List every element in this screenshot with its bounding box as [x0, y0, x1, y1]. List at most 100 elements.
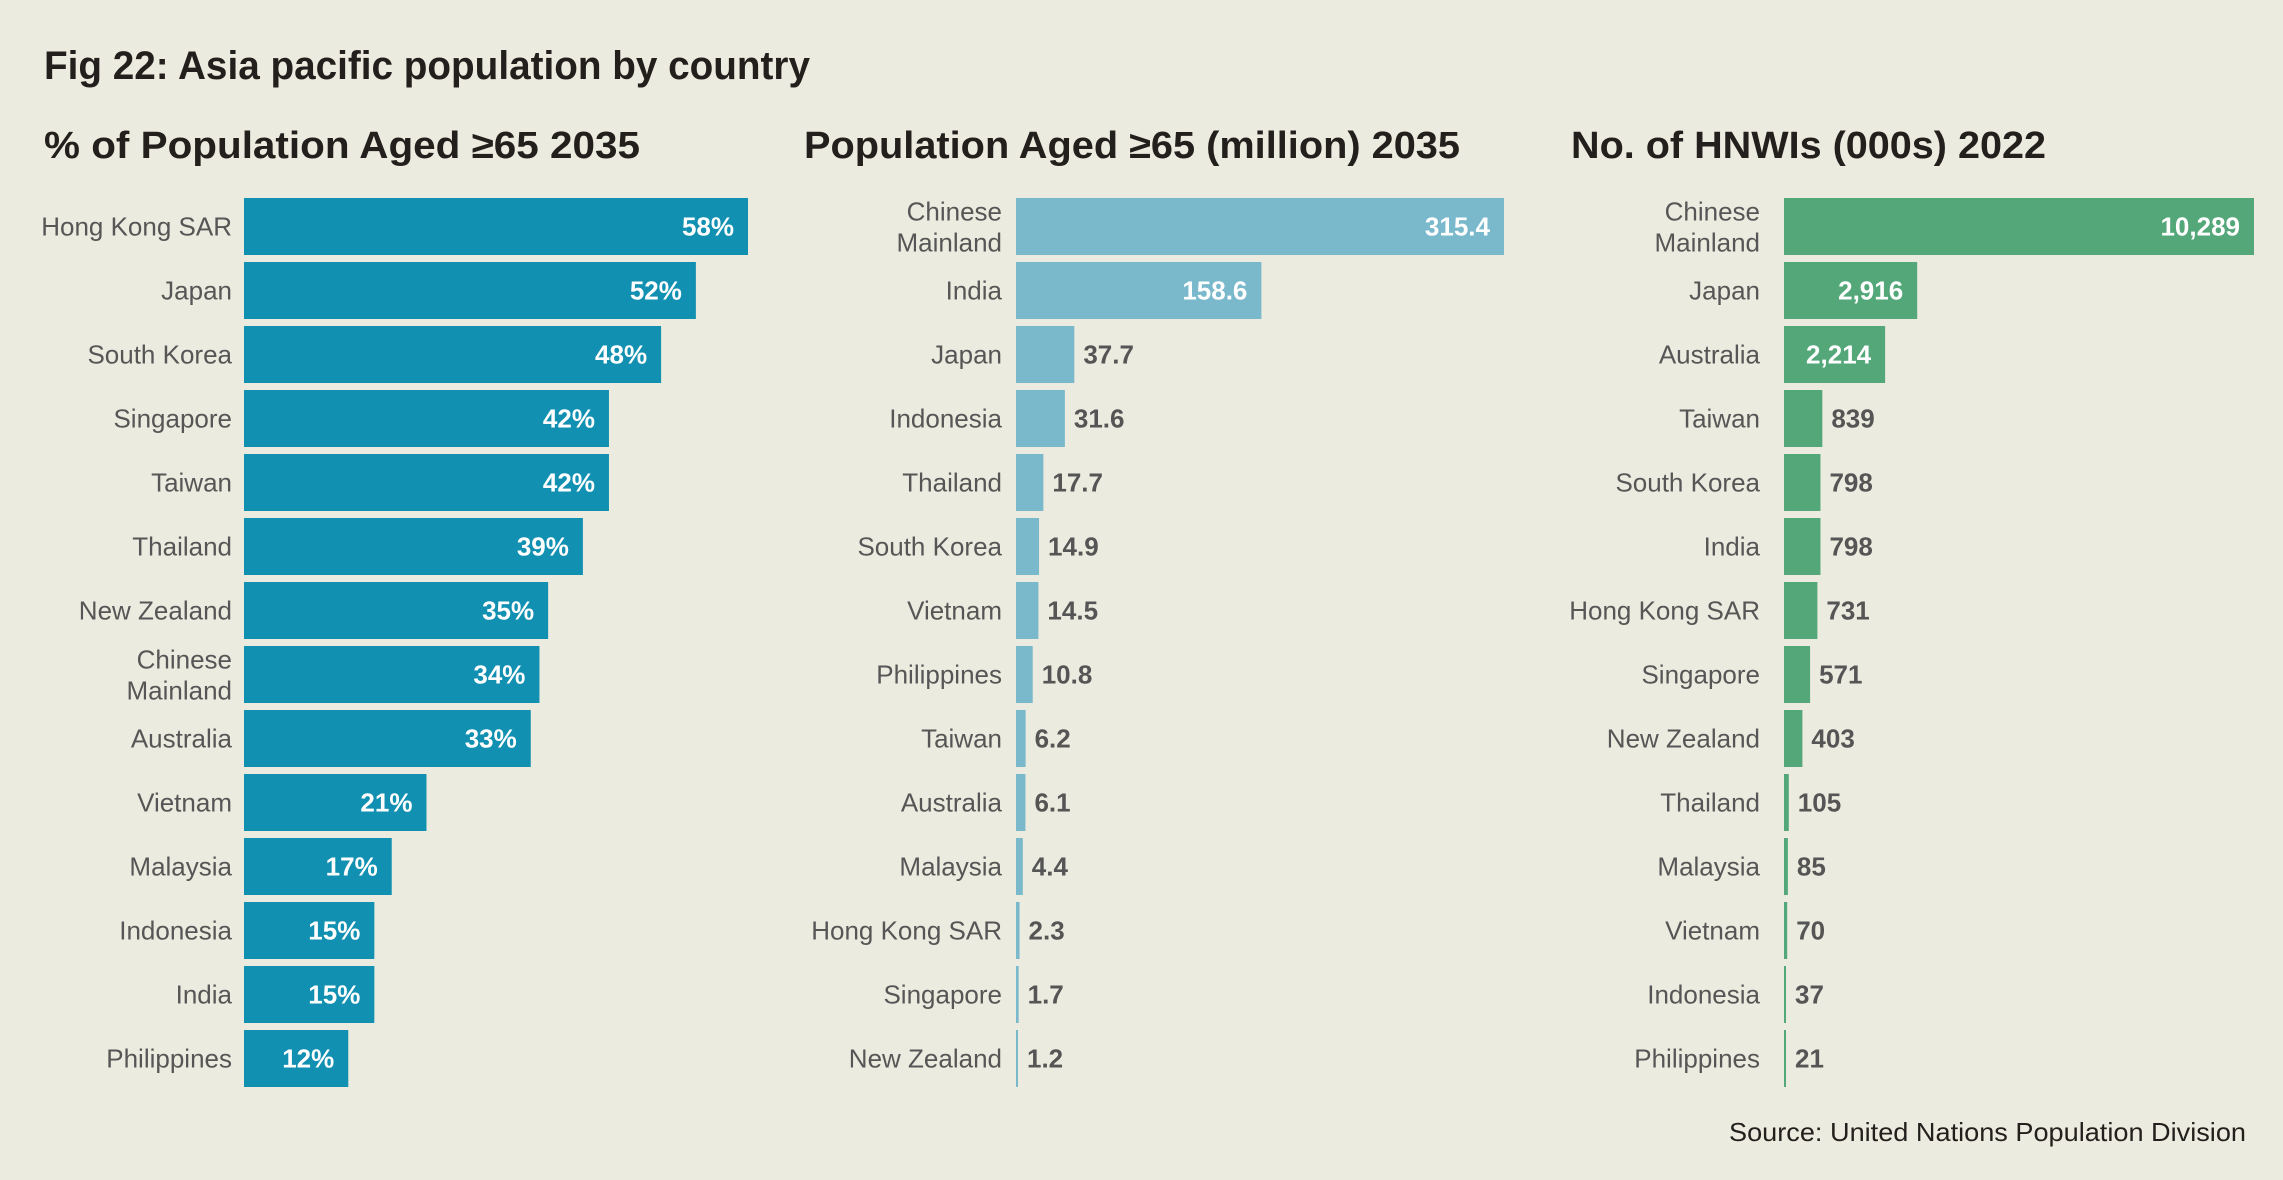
bar-row: Taiwan 839: [1679, 390, 1875, 447]
bar-row: Vietnam 21%: [137, 774, 427, 831]
bar: [244, 262, 696, 319]
bar: [244, 454, 609, 511]
bar: [1784, 326, 1886, 383]
bar: [1016, 518, 1040, 575]
bar-row: Australia 33%: [131, 710, 531, 767]
bar: [244, 902, 375, 959]
value-label: 12%: [282, 1044, 334, 1074]
chart-title: No. of HNWIs (000s) 2022: [1571, 125, 2046, 167]
category-label: Chinese: [1665, 197, 1760, 227]
bar-row: India 158.6: [946, 262, 1262, 319]
bar-row: New Zealand 403: [1607, 710, 1855, 767]
bar-row: Malaysia 4.4: [899, 838, 1068, 895]
bar: [1016, 646, 1033, 703]
category-label: Malaysia: [1657, 852, 1760, 882]
chart-hnwis: No. of HNWIs (000s) 2022 ChineseMainland…: [1569, 125, 2254, 1087]
value-label: 39%: [517, 532, 569, 562]
value-label: 52%: [630, 276, 682, 306]
value-label: 2,916: [1838, 276, 1903, 306]
value-label: 15%: [308, 916, 360, 946]
bar: [1016, 966, 1019, 1023]
bar-row: Indonesia 37: [1647, 966, 1824, 1023]
category-label: South Korea: [1615, 468, 1760, 498]
chart-population-aged-65: Population Aged ≥65 (million) 2035 Chine…: [804, 125, 1504, 1087]
value-label: 1.2: [1027, 1044, 1063, 1074]
value-label: 42%: [543, 468, 595, 498]
value-label: 6.1: [1034, 788, 1070, 818]
bar: [244, 774, 427, 831]
value-label: 34%: [473, 660, 525, 690]
category-label: Japan: [161, 276, 232, 306]
value-label: 2.3: [1029, 916, 1065, 946]
bar-row: Japan 52%: [161, 262, 696, 319]
category-label: Taiwan: [1679, 404, 1760, 434]
category-label: Malaysia: [129, 852, 232, 882]
value-label: 10.8: [1042, 660, 1093, 690]
value-label: 2,214: [1806, 340, 1872, 370]
value-label: 37.7: [1083, 340, 1134, 370]
bar: [244, 390, 609, 447]
bar: [1784, 198, 2254, 255]
bar: [1016, 198, 1504, 255]
category-label: New Zealand: [1607, 724, 1760, 754]
bar-row: India 798: [1704, 518, 1873, 575]
value-label: 17%: [326, 852, 378, 882]
value-label: 315.4: [1425, 212, 1491, 242]
bar-row: New Zealand 1.2: [849, 1030, 1063, 1087]
bar: [244, 198, 748, 255]
bar: [244, 646, 540, 703]
bar: [1784, 902, 1788, 959]
bar: [1016, 262, 1262, 319]
bar-row: South Korea 48%: [87, 326, 662, 383]
category-label: Philippines: [876, 660, 1002, 690]
bar: [244, 966, 375, 1023]
value-label: 35%: [482, 596, 534, 626]
category-label: Taiwan: [151, 468, 232, 498]
category-label: Philippines: [1634, 1044, 1760, 1074]
bar-row: Japan 2,916: [1689, 262, 1918, 319]
bar: [1016, 774, 1026, 831]
value-label: 37: [1795, 980, 1824, 1010]
category-label: Malaysia: [899, 852, 1002, 882]
category-label: South Korea: [87, 340, 232, 370]
bar: [1784, 646, 1811, 703]
bar-row: Japan 37.7: [931, 326, 1134, 383]
value-label: 105: [1798, 788, 1841, 818]
category-label: Thailand: [1660, 788, 1760, 818]
bar-row: New Zealand 35%: [79, 582, 549, 639]
category-label: Mainland: [896, 228, 1002, 258]
bar: [1784, 774, 1789, 831]
figure-title: Fig 22: Asia pacific population by count…: [44, 44, 811, 88]
category-label: Hong Kong SAR: [1569, 596, 1760, 626]
bar-row: Philippines 12%: [106, 1030, 349, 1087]
category-label: Chinese: [137, 645, 232, 675]
bar: [1016, 390, 1065, 447]
category-label: Australia: [901, 788, 1003, 818]
bar-row: Singapore 1.7: [883, 966, 1064, 1023]
value-label: 42%: [543, 404, 595, 434]
bar: [1784, 1030, 1786, 1087]
category-label: Indonesia: [889, 404, 1002, 434]
bar-row: South Korea 798: [1615, 454, 1873, 511]
bar: [244, 518, 583, 575]
value-label: 839: [1831, 404, 1874, 434]
bar: [1784, 390, 1823, 447]
bar: [1784, 582, 1818, 639]
value-label: 33%: [465, 724, 517, 754]
value-label: 31.6: [1074, 404, 1125, 434]
bar: [244, 710, 531, 767]
bar: [1016, 710, 1026, 767]
chart-pct-aged-65: % of Population Aged ≥65 2035 Hong Kong …: [41, 125, 748, 1087]
value-label: 798: [1829, 468, 1872, 498]
value-label: 14.9: [1048, 532, 1099, 562]
bar-row: Thailand 105: [1660, 774, 1841, 831]
bar-row: Australia 2,214: [1659, 326, 1886, 383]
bar-row: Indonesia 15%: [119, 902, 375, 959]
category-label: Singapore: [1641, 660, 1760, 690]
bar-group: Hong Kong SAR 58% Japan 52% South Korea 48% Si…: [41, 198, 748, 1087]
value-label: 85: [1797, 852, 1826, 882]
category-label: New Zealand: [79, 596, 232, 626]
bar-row: Indonesia 31.6: [889, 390, 1125, 447]
value-label: 10,289: [2160, 212, 2240, 242]
